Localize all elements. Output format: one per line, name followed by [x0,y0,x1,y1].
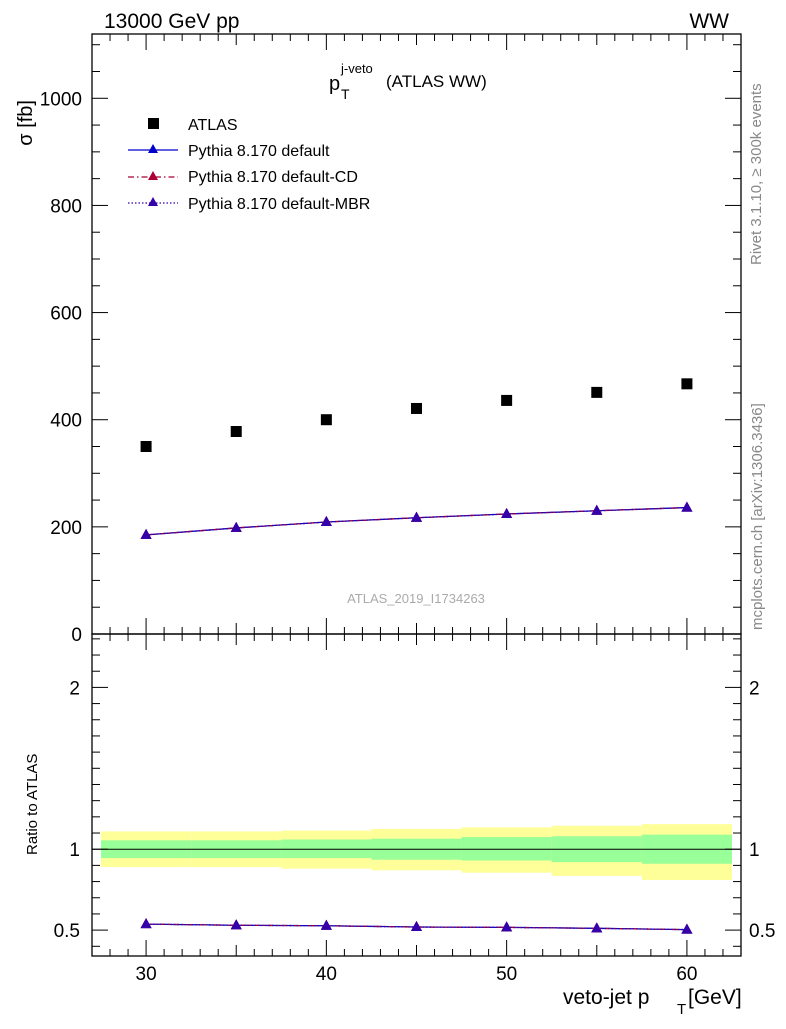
ratio-marker [140,918,152,929]
legend-marker-atlas [148,118,159,129]
main-plot-content [140,378,693,539]
legend-marker-default [148,144,158,153]
main-y-tick-labels: 0 200 400 600 800 1000 [40,89,82,646]
main-title-p: p [329,73,340,95]
header-left: 13000 GeV pp [104,10,239,33]
legend-label-default-mbr: Pythia 8.170 default-MBR [188,196,370,213]
ratio-marker [320,919,332,930]
ratio-y-tick-labels: 0.5 1 2 [54,678,80,942]
ratio-marker [230,919,242,930]
header-right: WW [689,10,729,33]
mc-marker [501,508,513,518]
main-ticks [92,34,741,635]
rivet-label: Rivet 3.1.10, ≥ 300k events [748,83,765,265]
ratio-panel: 0.5 1 2 0.5 1 2 30 40 50 60 Ratio to ATLAS veto… [24,633,775,1018]
mc-marker [591,504,603,515]
atlas-data-point [411,402,422,414]
ratio-ticks [92,634,741,956]
atlas-data-point [681,378,693,390]
ratio-plot-content [140,918,693,934]
main-title-subscript: T [341,86,350,102]
ratio-x-tick-labels: 30 40 50 60 [136,964,698,985]
x-axis-label-subscript: T [677,1001,686,1018]
x-axis-label-unit: [GeV] [688,986,742,1009]
atlas-data-point [591,386,603,398]
main-panel: 0 200 400 600 800 1000 σ [fb] p j-veto T (ATL… [15,33,742,646]
ratio-x-tick-label: 60 [676,964,697,985]
ratio-bands [92,824,741,880]
main-title-superscript: j-veto [340,61,373,76]
ratio-x-tick-label: 40 [316,964,337,985]
ratio-x-tick-label: 30 [136,964,157,985]
ratio-y-tick-label: 2 [69,678,80,699]
main-y-axis-label: σ [fb] [15,100,37,146]
legend-label-default: Pythia 8.170 default [188,143,330,160]
ratio-marker [681,923,693,934]
atlas-data-point [501,394,513,406]
ratio-y-tick-label: 1 [69,840,80,861]
atlas-data-point [230,426,242,437]
ratio-marker [411,921,422,932]
ratio-marker [501,921,513,932]
ratio-frame [91,633,742,957]
main-y-tick-label: 600 [50,304,82,325]
legend-marker-default-mbr [148,197,158,206]
mc-marker [140,528,152,539]
legend: ATLAS Pythia 8.170 default Pythia 8.170 … [128,117,370,213]
mc-marker [411,511,422,522]
mc-marker [681,501,693,512]
ratio-marker [591,922,603,933]
ratio-y-tick-label-right: 2 [749,678,760,699]
main-y-tick-label: 800 [50,196,82,217]
ratio-y-tick-label: 0.5 [54,921,80,942]
ratio-y-tick-label-right: 0.5 [749,921,775,942]
mc-marker [230,521,242,532]
main-y-tick-label: 200 [50,518,82,539]
main-title: p [329,73,340,95]
mc-marker [320,516,332,527]
mcplots-label: mcplots.cern.ch [arXiv:1306.3436] [749,403,766,630]
atlas-data-point [320,414,332,426]
ratio-y-tick-label-right: 1 [749,840,760,861]
legend-label-atlas: ATLAS [188,117,238,134]
atlas-data-point [140,441,152,452]
main-title-rest: (ATLAS WW) [386,72,487,91]
main-y-tick-label: 1000 [40,89,82,110]
legend-label-default-cd: Pythia 8.170 default-CD [188,169,358,186]
ratio-x-tick-label: 50 [496,964,517,985]
main-y-tick-label: 0 [71,625,82,646]
ratio-y-tick-labels-right: 0.5 1 2 [749,678,775,942]
watermark: ATLAS_2019_I1734263 [347,591,485,606]
x-axis-label-main: veto-jet p [563,986,649,1009]
ratio-y-axis-label: Ratio to ATLAS [24,754,41,855]
legend-marker-default-cd [148,171,158,180]
main-y-tick-label: 400 [50,411,82,432]
